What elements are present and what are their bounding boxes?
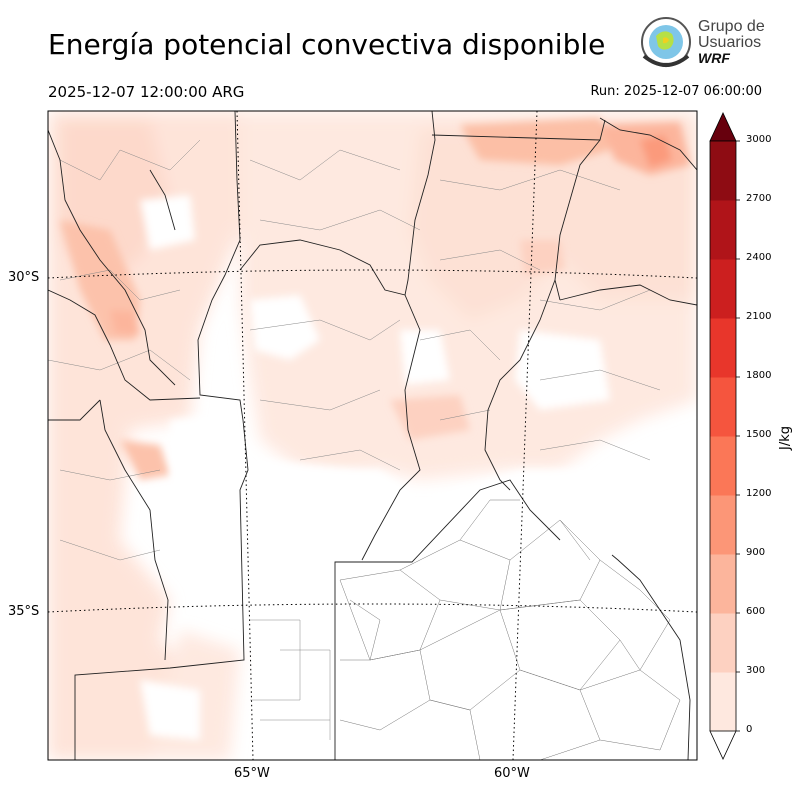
lat-label-30s: 30°S — [8, 270, 40, 285]
colorbar-segment — [710, 141, 736, 201]
wrf-logo: Grupo de Usuarios WRF — [636, 16, 766, 72]
wrf-globe-icon — [641, 17, 691, 67]
colorbar-tick-label: 1200 — [746, 488, 772, 499]
colorbar-segment — [710, 436, 736, 496]
logo-line-3: WRF — [698, 50, 730, 66]
colorbar-segment — [710, 554, 736, 614]
colorbar-segment — [710, 495, 736, 555]
colorbar-tick-label: 2400 — [746, 252, 772, 263]
department-borders — [48, 139, 661, 740]
colorbar-label: J/kg — [778, 426, 793, 450]
province-borders — [48, 111, 697, 760]
lat-label-35s: 35°S — [8, 604, 40, 619]
colorbar-tick-label: 3000 — [746, 134, 772, 145]
colorbar-tick-label: 1500 — [746, 429, 772, 440]
colorbar-tick-label: 1800 — [746, 370, 772, 381]
colorbar-tick-label: 900 — [746, 547, 766, 558]
colorbar — [709, 112, 740, 760]
colorbar-segment — [710, 377, 736, 437]
colorbar-tick-label: 600 — [746, 606, 766, 617]
lon-label-65w: 65°W — [234, 766, 270, 781]
colorbar-over-extension — [709, 112, 737, 142]
colorbar-segment — [710, 259, 736, 319]
colorbar-under-extension — [709, 730, 737, 760]
chart-title: Energía potencial convectiva disponible — [48, 28, 606, 61]
colorbar-segment — [710, 318, 736, 378]
cape-field — [48, 111, 697, 760]
colorbar-tick-label: 0 — [746, 724, 753, 735]
logo-line-1: Grupo de — [698, 18, 765, 35]
colorbar-tick-label: 300 — [746, 665, 766, 676]
graticule — [47, 110, 698, 761]
map-frame — [47, 110, 698, 761]
colorbar-segment — [710, 672, 736, 732]
valid-time: 2025-12-07 12:00:00 ARG — [48, 83, 245, 101]
colorbar-segment — [710, 200, 736, 260]
run-time: Run: 2025-12-07 06:00:00 — [590, 84, 762, 99]
colorbar-tick-label: 2100 — [746, 311, 772, 322]
colorbar-segment — [710, 613, 736, 673]
logo-line-2: Usuarios — [698, 34, 762, 51]
partido-borders — [339, 499, 681, 760]
lon-label-60w: 60°W — [494, 766, 530, 781]
colorbar-tick-label: 2700 — [746, 193, 772, 204]
